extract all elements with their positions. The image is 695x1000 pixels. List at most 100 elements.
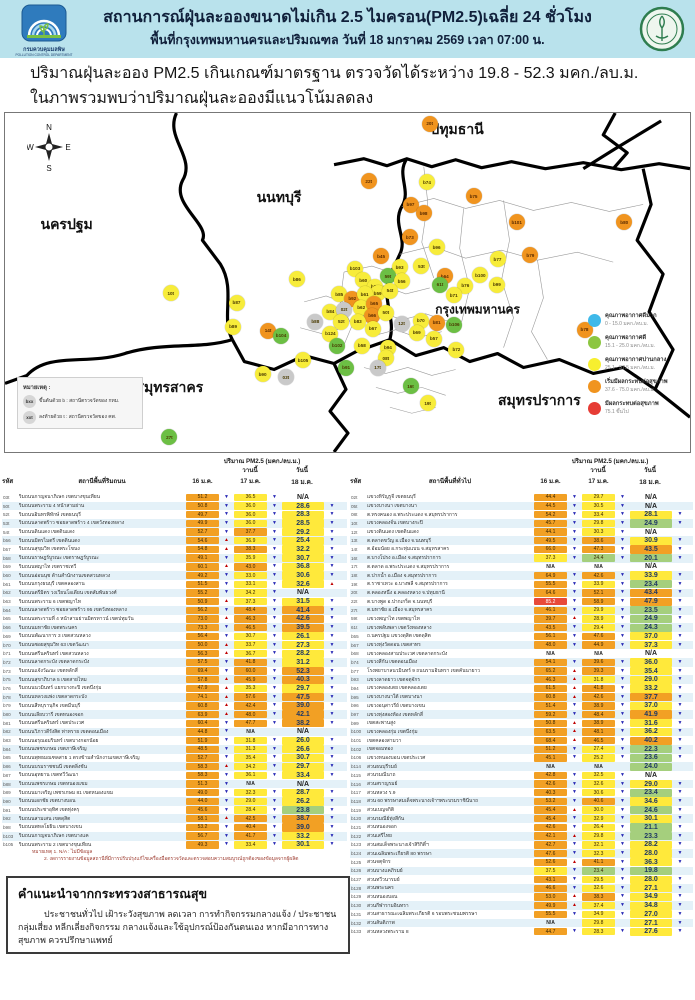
trend-down-icon: ▼ — [677, 580, 683, 587]
station-name: สวนรมณีย์ทุ่งสีกัน — [367, 816, 405, 822]
table-row: b116 สวนสราญรมย์ 42.6 ▼ 32.6 ▼ 29.0 ▼ — [350, 779, 693, 789]
table-row: b100 แขวงคลองกุ่ม เขตบึงกุ่ม 63.5 ▲ 48.1 ▼ 36.… — [350, 727, 693, 737]
footnotes: หมายเหตุ 1. N/A : ไม่มีข้อมูล 2. งดการรา… — [32, 849, 298, 864]
table-row: b83 ริมถนนอรุณอมรินทร์ เขตบางกอกน้อย 51.9 ▼… — [2, 736, 347, 745]
table-row: b121 สวนหนองจอก 42.6 ▼ 26.4 ▼ 21.1 ▼ — [350, 823, 693, 832]
station-name: สวนเสรีไทย — [367, 834, 392, 840]
pm-value-cell: 29.7 — [582, 493, 615, 502]
trend-down-icon: ▼ — [272, 615, 277, 622]
pm-value-cell: 50.8 — [534, 719, 567, 727]
map-station-marker: 12t — [393, 315, 410, 332]
station-code: b125 — [351, 859, 362, 865]
pm-value-cell: 32.9 — [582, 815, 615, 823]
map-station-marker: b86 — [288, 271, 305, 288]
station-code: b105 — [3, 842, 14, 848]
pm-value-cell: 57.6 — [234, 693, 267, 701]
station-code: b74 — [351, 659, 359, 665]
trend-down-icon: ▼ — [620, 789, 625, 796]
pm-value-cell: 49.5 — [534, 537, 567, 545]
trend-down-icon: ▼ — [572, 745, 577, 752]
trend-down-icon: ▼ — [572, 876, 577, 883]
trend-up-icon: ▲ — [224, 537, 229, 544]
trend-down-icon: ▼ — [677, 624, 683, 631]
pm-value-cell: 23.4 — [630, 788, 672, 797]
station-code: 19t — [351, 581, 358, 587]
table-row: b89 ริมถนนมาเจริญ เพชรเกษม 81 เขตหนองแขม 4… — [2, 788, 347, 797]
trend-down-icon: ▼ — [620, 667, 625, 674]
table-row: b67 แขวงทุ่งวัดดอน เขตสาทร 48.0 ▼ 44.9 ▼ 37.3 ▼ — [350, 640, 693, 650]
trend-down-icon: ▼ — [224, 554, 229, 561]
trend-up-icon: ▲ — [572, 728, 577, 735]
date-17-header: 17 ม.ค. — [240, 478, 261, 485]
trend-down-icon: ▼ — [224, 832, 229, 839]
roadside-stations-table: ปริมาณ PM2.5 (มคก./ลบ.ม.) วานนี้ วันนี้ … — [2, 456, 347, 849]
pm-value-cell: 66.0 — [534, 545, 567, 554]
station-name: ริมถนนพระราม 2 เขตบางขุนเทียน — [19, 842, 92, 848]
trend-down-icon: ▼ — [620, 823, 625, 830]
pm-value-cell: 38.3 — [234, 545, 267, 554]
trend-down-icon: ▼ — [677, 919, 683, 926]
pm-value-cell: 85.2 — [534, 597, 567, 606]
table-row: b90 ริมถนนเอกชัย เขตบางบอน 44.0 ▼ 29.0 ▼ 26.2 ▼ — [2, 797, 347, 806]
station-name: สวนหนองจอก — [367, 825, 397, 831]
pm-value-cell: 37.0 — [630, 632, 672, 641]
table-row: 02t แขวงหิรัญรูจี เขตธนบุรี 44.4 ▼ 29.7 ▼ N/A — [350, 493, 693, 502]
trend-down-icon: ▼ — [620, 719, 625, 726]
pm-value-cell: 39.0 — [282, 701, 324, 710]
trend-down-icon: ▼ — [272, 797, 277, 804]
map-station-marker: b45 — [373, 248, 390, 265]
pm-value-cell: N/A — [296, 589, 310, 597]
pm-value-cell: 38.3 — [582, 893, 615, 901]
table-row: b78 ริมถนนหลวงแพ่ง เขตลาดกระบัง 74.1 ▲ 57.6 ▼… — [2, 692, 347, 702]
station-code: b61 — [3, 581, 11, 587]
table-row: b131 สวนสาธารณะเฉลิมพระเกียรติ 6 รอบพระชน… — [350, 910, 693, 919]
legend-range: 25.1 - 37.5 มคก./ลบ.ม. — [605, 364, 656, 371]
pm-value-cell: 60.8 — [534, 693, 567, 701]
trend-down-icon: ▼ — [620, 876, 625, 883]
pm-value-cell: 44.1 — [534, 528, 567, 536]
pm-value-cell: 51.4 — [534, 702, 567, 710]
trend-down-icon: ▼ — [620, 606, 625, 613]
table-row: 14t ต.อ้อมน้อย อ.กระทุ่มแบน จ.สมุทรสาคร 66… — [350, 545, 693, 554]
pm-value-cell: 45.9 — [234, 676, 267, 684]
report-title: สถานการณ์ฝุ่นละอองขนาดไม่เกิน 2.5 ไมครอน… — [103, 9, 592, 26]
station-code: b60 — [3, 573, 11, 579]
trend-down-icon: ▼ — [677, 572, 683, 579]
pm-value-cell: 42.6 — [534, 780, 567, 788]
station-code: b95 — [351, 694, 359, 700]
table-row: b74 แขวงสีกัน เขตดอนเมือง 54.1 ▼ 39.6 ▼ 36.0 ▼ — [350, 658, 693, 667]
pm-value-cell: 28.2 — [282, 649, 324, 658]
trend-down-icon: ▼ — [272, 632, 277, 639]
pm-value-cell: 41.4 — [282, 606, 324, 615]
pm-value-cell: 49.1 — [186, 554, 219, 562]
bma-logo — [639, 6, 685, 57]
trend-down-icon: ▼ — [677, 928, 683, 935]
date-16-header: 16 ม.ค. — [540, 478, 561, 485]
station-name: แขวงทุ่งวัดดอน เขตสาทร — [367, 643, 421, 649]
station-code: b58 — [3, 555, 11, 561]
pm-value-cell: 28.2 — [630, 840, 672, 849]
station-name: ริมถนนซอยสุขุมวิท 63 เขตวัฒนา — [19, 643, 89, 649]
pm-value-cell: 32.2 — [282, 545, 324, 554]
trend-down-icon: ▼ — [620, 815, 625, 822]
trend-down-icon: ▼ — [329, 832, 335, 839]
station-code: b131 — [351, 911, 362, 917]
table-row: 13t ต.ตลาดขวัญ อ.เมือง จ.นนทบุรี 49.5 ▼ 38.6… — [350, 536, 693, 546]
trend-down-icon: ▼ — [677, 815, 683, 822]
station-code: b88 — [3, 781, 11, 787]
map-station-marker: b97 — [402, 196, 419, 213]
table-row: b75 ริมถนนสุขาภิบาล 5 เขตสายไหม 57.8 ▲ 45.9 ▼… — [2, 675, 347, 685]
trend-down-icon: ▼ — [620, 771, 625, 778]
pm-value-cell: 39.5 — [282, 623, 324, 632]
trend-down-icon: ▼ — [620, 832, 625, 839]
trend-down-icon: ▼ — [677, 841, 683, 848]
pm-value-cell: 30.6 — [282, 571, 324, 580]
pm-value-cell: 38.2 — [282, 719, 324, 728]
pm-value-cell: 27.6 — [630, 927, 672, 936]
trend-down-icon: ▼ — [272, 771, 277, 778]
pm-value-cell: 43.4 — [630, 588, 672, 597]
pm-value-cell: 24.4 — [582, 554, 615, 562]
station-name: แขวงอนุสาวรีย์ เขตบางเขน — [367, 703, 426, 709]
trend-down-icon: ▼ — [677, 789, 683, 796]
station-name: ริมถนนพระราม 4 หน้าสามย่าน — [19, 504, 85, 510]
